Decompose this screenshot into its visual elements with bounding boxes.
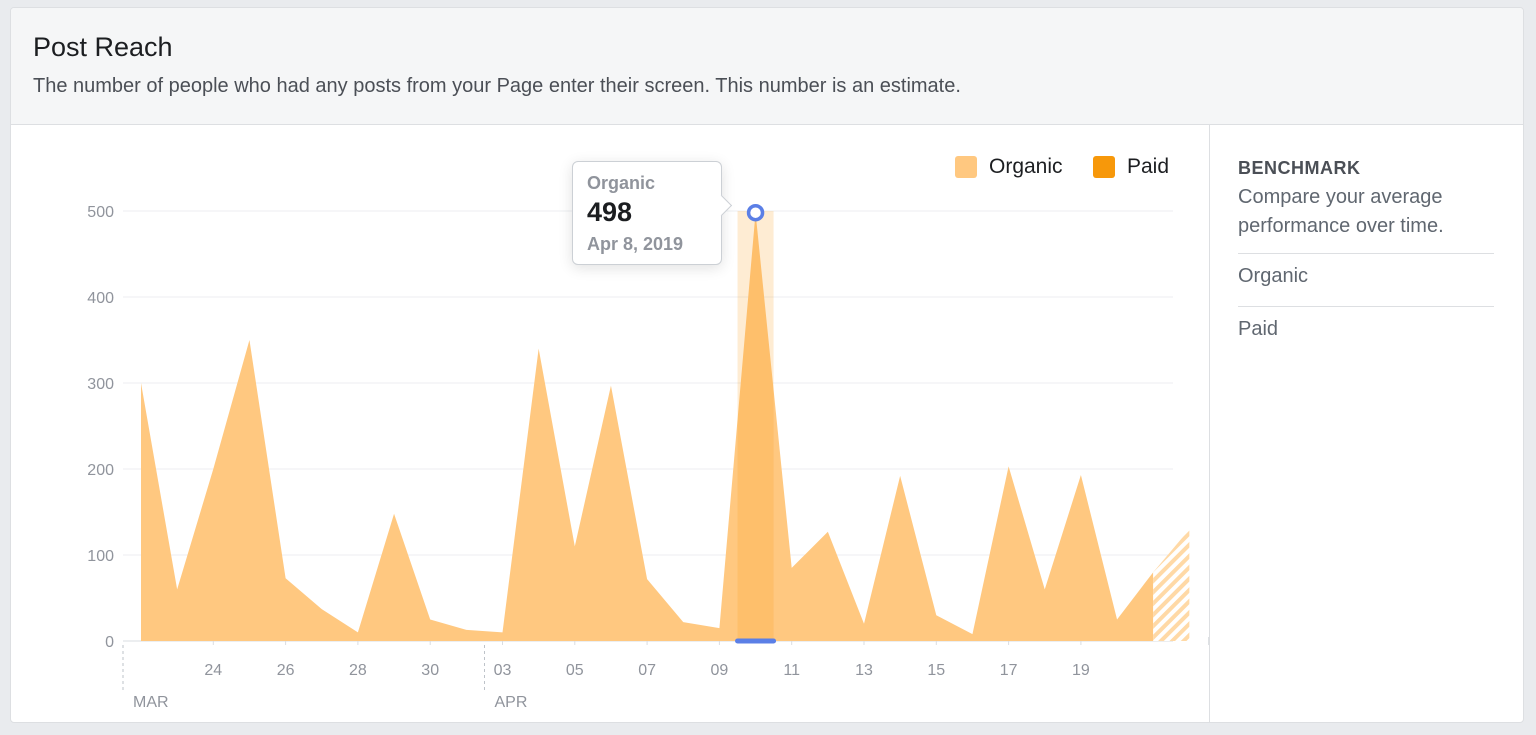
x-tick-label: 24	[204, 662, 222, 679]
legend-label-organic: Organic	[989, 155, 1063, 178]
card-header: Post Reach The number of people who had …	[11, 8, 1523, 125]
y-tick-label: 500	[87, 204, 114, 221]
x-tick-label: 03	[494, 662, 512, 679]
data-point[interactable]	[391, 511, 397, 517]
benchmark-description: Compare your average performance over ti…	[1238, 186, 1444, 237]
x-tick-label: 11	[783, 662, 800, 679]
data-point[interactable]	[536, 346, 542, 352]
chart-area: 0 100 200 300 400 500 24 26 28 30 03 05 07 09 11 13 15 17…	[11, 125, 1210, 722]
data-point[interactable]	[355, 629, 361, 635]
benchmark-divider	[1238, 306, 1494, 307]
chart-tooltip: Organic 498 Apr 8, 2019	[572, 161, 733, 265]
month-label: MAR	[133, 694, 169, 711]
tooltip-series: Organic	[587, 173, 656, 193]
x-tick-label: 09	[711, 662, 729, 679]
data-point[interactable]	[969, 631, 975, 637]
tooltip-date: Apr 8, 2019	[587, 234, 684, 254]
data-point[interactable]	[246, 337, 252, 343]
x-tick-label: 26	[277, 662, 295, 679]
y-tick-label: 0	[105, 634, 114, 651]
highlight-point-marker[interactable]	[746, 203, 765, 222]
data-point[interactable]	[210, 466, 216, 472]
benchmark-item-organic[interactable]: Organic	[1238, 265, 1309, 287]
data-point[interactable]	[897, 473, 903, 479]
benchmark-item-paid[interactable]: Paid	[1238, 318, 1279, 340]
x-tick-label: 07	[638, 662, 656, 679]
data-point[interactable]	[463, 627, 469, 633]
x-tick-label: 30	[421, 662, 439, 679]
organic-partial-area	[1153, 529, 1190, 641]
tooltip-value: 498	[587, 197, 633, 227]
data-point[interactable]	[789, 565, 795, 571]
data-point[interactable]	[644, 576, 650, 582]
y-tick-label: 100	[87, 548, 114, 565]
data-point[interactable]	[1186, 526, 1192, 532]
data-point[interactable]	[1150, 569, 1156, 575]
data-point[interactable]	[572, 543, 578, 549]
legend-label-paid: Paid	[1127, 155, 1170, 178]
x-tick-label: 15	[927, 662, 945, 679]
data-point[interactable]	[608, 383, 614, 389]
y-tick-label: 400	[87, 290, 114, 307]
month-label: APR	[495, 694, 528, 711]
data-point[interactable]	[427, 617, 433, 623]
reach-chart[interactable]: 0 100 200 300 400 500 24 26 28 30 03 05 07 09 11 13 15 17…	[11, 125, 1210, 722]
benchmark-title: BENCHMARK	[1238, 158, 1361, 178]
x-tick-label: 17	[1000, 662, 1018, 679]
data-point[interactable]	[283, 575, 289, 581]
x-tick-label: 13	[855, 662, 873, 679]
page-title: Post Reach	[33, 32, 173, 62]
data-point[interactable]	[138, 380, 144, 386]
data-point[interactable]	[861, 621, 867, 627]
organic-area-series	[141, 212, 1154, 641]
data-point[interactable]	[319, 606, 325, 612]
data-point[interactable]	[680, 619, 686, 625]
data-point[interactable]	[933, 612, 939, 618]
benchmark-panel: BENCHMARK Compare your average performan…	[1209, 125, 1523, 722]
legend-swatch-organic	[955, 156, 977, 178]
data-point[interactable]	[716, 625, 722, 631]
benchmark-divider	[1238, 253, 1494, 254]
x-tick-label: 19	[1072, 662, 1090, 679]
legend-swatch-paid	[1093, 156, 1115, 178]
legend-organic[interactable]: Organic	[955, 155, 1063, 179]
data-point[interactable]	[1006, 463, 1012, 469]
data-point[interactable]	[500, 629, 506, 635]
y-tick-label: 300	[87, 376, 114, 393]
data-point[interactable]	[174, 586, 180, 592]
page-subtitle: The number of people who had any posts f…	[33, 75, 961, 97]
data-point[interactable]	[1114, 617, 1120, 623]
data-point[interactable]	[825, 529, 831, 535]
data-point[interactable]	[1042, 586, 1048, 592]
data-point[interactable]	[1078, 472, 1084, 478]
highlight-band	[737, 211, 774, 641]
y-tick-label: 200	[87, 462, 114, 479]
post-reach-card: Post Reach The number of people who had …	[10, 7, 1524, 723]
x-tick-label: 28	[349, 662, 367, 679]
legend-paid[interactable]: Paid	[1093, 155, 1169, 179]
x-tick-label: 05	[566, 662, 584, 679]
